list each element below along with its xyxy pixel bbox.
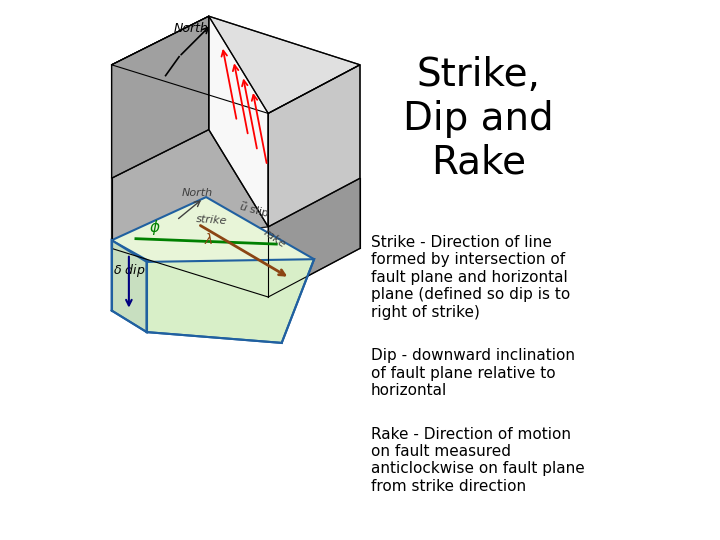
Polygon shape [209,16,269,227]
Polygon shape [112,130,269,248]
Polygon shape [112,240,147,332]
Text: strike: strike [195,214,228,227]
Text: Strike,
Dip and
Rake: Strike, Dip and Rake [403,56,554,182]
Text: Strike - Direction of line
formed by intersection of
fault plane and horizontal
: Strike - Direction of line formed by int… [371,235,570,320]
Text: Rake - Direction of motion
on fault measured
anticlockwise on fault plane
from s: Rake - Direction of motion on fault meas… [371,427,585,494]
Text: rake: rake [262,228,288,251]
Polygon shape [112,197,314,302]
Polygon shape [269,65,360,227]
Polygon shape [112,16,360,113]
Text: $\phi$: $\phi$ [150,218,161,237]
Text: $\lambda$: $\lambda$ [204,232,214,247]
Text: $\delta$ dip: $\delta$ dip [113,262,145,279]
Text: North: North [174,22,209,36]
Polygon shape [147,259,314,343]
Text: Dip - downward inclination
of fault plane relative to
horizontal: Dip - downward inclination of fault plan… [371,348,575,398]
Text: $\vec{u}$ slip: $\vec{u}$ slip [237,198,271,221]
Polygon shape [112,16,209,178]
Polygon shape [269,178,360,297]
Text: North: North [181,188,213,198]
